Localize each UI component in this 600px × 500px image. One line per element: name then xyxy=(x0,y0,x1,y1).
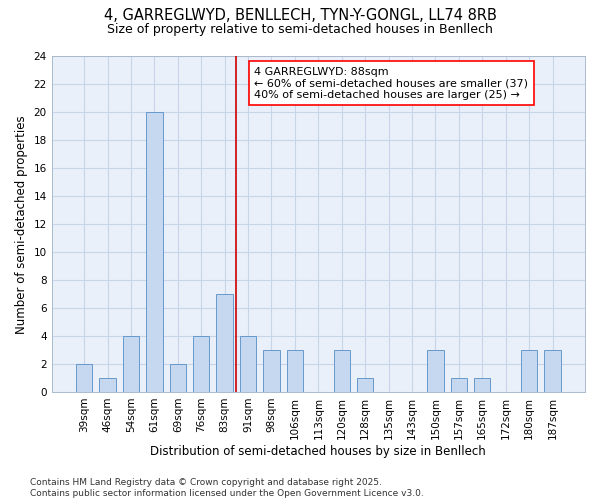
Bar xyxy=(544,350,561,392)
Bar xyxy=(146,112,163,392)
Text: Contains HM Land Registry data © Crown copyright and database right 2025.
Contai: Contains HM Land Registry data © Crown c… xyxy=(30,478,424,498)
Bar xyxy=(240,336,256,392)
X-axis label: Distribution of semi-detached houses by size in Benllech: Distribution of semi-detached houses by … xyxy=(151,444,486,458)
Bar xyxy=(100,378,116,392)
Bar xyxy=(334,350,350,392)
Bar xyxy=(474,378,490,392)
Text: 4, GARREGLWYD, BENLLECH, TYN-Y-GONGL, LL74 8RB: 4, GARREGLWYD, BENLLECH, TYN-Y-GONGL, LL… xyxy=(104,8,496,22)
Bar xyxy=(123,336,139,392)
Bar xyxy=(193,336,209,392)
Bar xyxy=(263,350,280,392)
Bar xyxy=(170,364,186,392)
Bar xyxy=(287,350,303,392)
Bar xyxy=(427,350,443,392)
Bar xyxy=(217,294,233,392)
Bar xyxy=(357,378,373,392)
Bar xyxy=(76,364,92,392)
Bar xyxy=(521,350,538,392)
Y-axis label: Number of semi-detached properties: Number of semi-detached properties xyxy=(15,115,28,334)
Text: Size of property relative to semi-detached houses in Benllech: Size of property relative to semi-detach… xyxy=(107,22,493,36)
Text: 4 GARREGLWYD: 88sqm
← 60% of semi-detached houses are smaller (37)
40% of semi-d: 4 GARREGLWYD: 88sqm ← 60% of semi-detach… xyxy=(254,66,529,100)
Bar xyxy=(451,378,467,392)
